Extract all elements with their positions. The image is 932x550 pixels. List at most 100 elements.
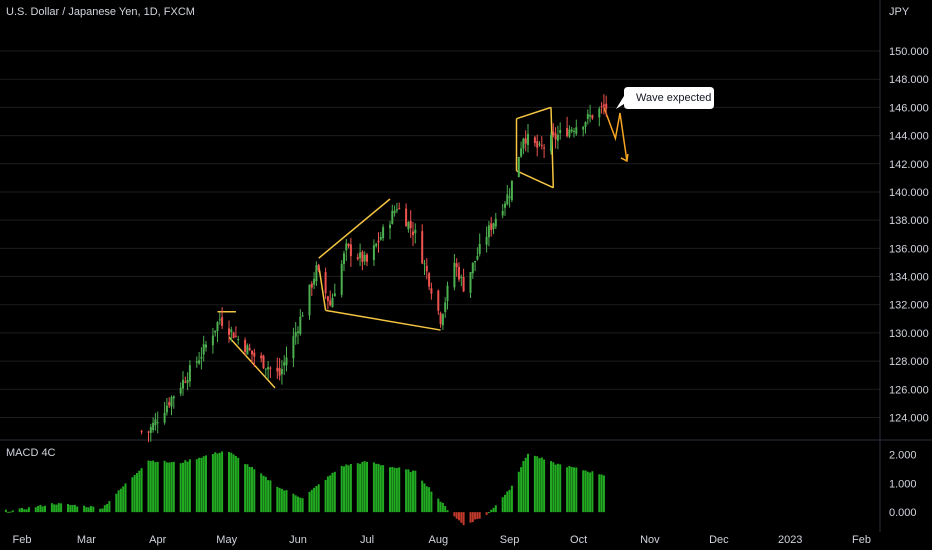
grid-layer xyxy=(0,0,932,532)
macd-bar xyxy=(506,491,509,513)
candle-body xyxy=(299,316,302,334)
macd-bar xyxy=(195,459,198,513)
forecast-arrow-head xyxy=(620,153,629,163)
price-tick-label: 126.000 xyxy=(889,384,929,396)
macd-bar xyxy=(147,460,150,513)
macd-bar xyxy=(170,462,173,513)
macd-tick-label: 1.000 xyxy=(889,478,917,490)
macd-bar xyxy=(202,456,205,513)
candle-body xyxy=(301,315,304,317)
macd-bar xyxy=(297,496,299,513)
macd-bar xyxy=(377,463,380,513)
candle-body xyxy=(462,277,465,292)
macd-bar xyxy=(308,491,311,513)
macd-bar xyxy=(372,462,375,513)
macd-bar xyxy=(428,487,431,513)
candle-body xyxy=(195,361,198,363)
price-tick-label: 138.000 xyxy=(889,215,929,227)
macd-bar xyxy=(280,488,283,513)
candle-body xyxy=(326,296,329,301)
macd-bar xyxy=(4,509,7,513)
candle-body xyxy=(283,362,286,366)
price-axis[interactable]: 124.000 126.000 128.000 130.000 132.000 134.0… xyxy=(889,46,929,519)
candle-body xyxy=(520,148,523,157)
candle-body xyxy=(377,240,380,243)
macd-bar xyxy=(278,487,281,513)
macd-bar xyxy=(361,461,364,513)
macd-bar xyxy=(234,456,237,513)
macd-bar xyxy=(103,505,106,513)
macd-bar xyxy=(92,506,95,513)
candle-body xyxy=(165,405,168,413)
macd-bar xyxy=(186,461,189,513)
candle-body xyxy=(186,379,189,383)
candle-body xyxy=(540,145,543,147)
candle-body xyxy=(501,210,504,216)
box-right-line[interactable] xyxy=(550,107,555,188)
price-tick-label: 142.000 xyxy=(889,159,929,171)
candle-body xyxy=(168,402,171,406)
time-tick-label: 2023 xyxy=(778,534,802,546)
macd-bar xyxy=(508,489,511,513)
candle-body xyxy=(211,335,214,346)
macd-bar xyxy=(9,511,12,513)
macd-bar xyxy=(106,503,109,513)
candle-body xyxy=(140,431,143,433)
macd-bar xyxy=(476,512,479,520)
macd-bar xyxy=(455,512,458,519)
macd-bar xyxy=(133,475,136,513)
macd-bar xyxy=(340,465,343,513)
candle-body xyxy=(372,245,375,260)
macd-bar xyxy=(522,461,525,513)
candle-body xyxy=(389,224,391,229)
candle-body xyxy=(366,254,368,262)
macd-bar xyxy=(237,457,240,513)
time-tick-label: Feb xyxy=(13,534,32,546)
triangle-lower-line[interactable] xyxy=(325,309,441,331)
candle-body xyxy=(345,243,348,251)
macd-bar xyxy=(168,462,171,513)
candle-body xyxy=(538,143,541,145)
box-bottom-line[interactable] xyxy=(516,170,554,189)
candle-body xyxy=(559,130,562,134)
wave-expected-callout[interactable]: Wave expected xyxy=(616,87,714,109)
callout-text: Wave expected xyxy=(636,92,711,104)
macd-bar xyxy=(536,456,539,513)
macd-bar xyxy=(99,508,102,513)
macd-bar xyxy=(108,501,111,513)
macd-bar xyxy=(425,486,428,513)
macd-bar xyxy=(389,467,391,513)
macd-bar xyxy=(504,494,506,513)
time-tick-label: Dec xyxy=(709,534,729,546)
candle-body xyxy=(398,208,401,210)
macd-title: MACD 4C xyxy=(6,447,56,459)
callout-bubble xyxy=(616,87,714,109)
macd-bar xyxy=(269,480,272,513)
macd-bar xyxy=(124,483,127,513)
macd-bar xyxy=(260,473,263,513)
candle-body xyxy=(492,223,495,230)
time-axis[interactable]: Feb Mar Apr May Jun Jul Aug Sep Oct Nov Dec 2023 Feb xyxy=(13,534,871,546)
candle-body xyxy=(589,115,592,117)
macd-bar xyxy=(122,486,125,513)
triangle-left-line[interactable] xyxy=(317,265,327,311)
candle-body xyxy=(297,331,299,333)
candle-body xyxy=(524,138,527,144)
macd-bar xyxy=(131,477,134,513)
macd-bar xyxy=(552,462,555,513)
macd-bar xyxy=(324,479,327,513)
macd-bar xyxy=(414,470,417,513)
macd-bar xyxy=(584,470,587,513)
macd-bar xyxy=(101,508,104,513)
candle-body xyxy=(405,208,408,227)
box-top-line[interactable] xyxy=(516,106,552,120)
forecast-wave-path[interactable] xyxy=(603,107,628,162)
price-unit-label: JPY xyxy=(889,6,910,18)
macd-bar xyxy=(471,512,474,523)
candle-body xyxy=(439,313,442,325)
candle-body xyxy=(407,222,410,230)
macd-bar xyxy=(395,468,398,513)
triangle-upper-line[interactable] xyxy=(318,198,391,259)
macd-bar xyxy=(458,512,460,521)
